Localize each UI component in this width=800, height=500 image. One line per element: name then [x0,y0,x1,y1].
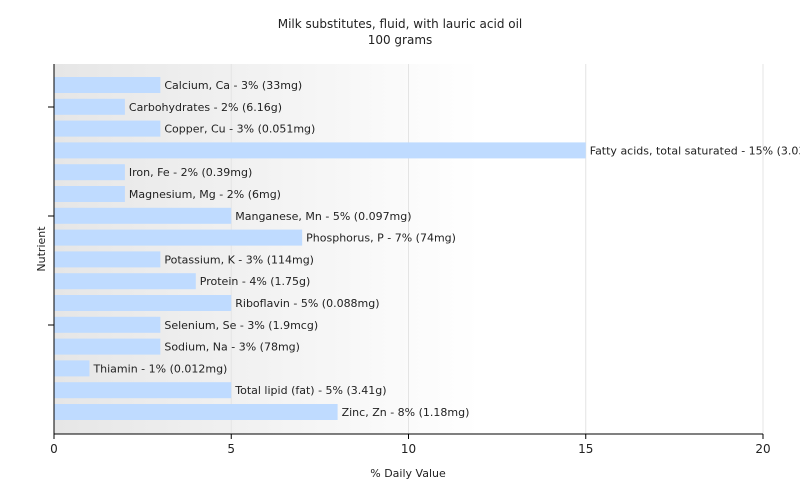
axes: 0 5 10 15 20 [48,64,771,456]
bar [54,98,125,115]
bar-label: Magnesium, Mg - 2% (6mg) [129,188,281,201]
bar-label: Riboflavin - 5% (0.088mg) [235,297,379,310]
y-axis-label: Nutrient [35,226,48,272]
bar [54,120,161,137]
bar-labels: Calcium, Ca - 3% (33mg) Carbohydrates - 2… [92,79,800,419]
x-axis-label: % Daily Value [370,467,446,480]
x-tick-label: 5 [227,442,235,456]
bar-label: Zinc, Zn - 8% (1.18mg) [342,406,470,419]
bar-label: Phosphorus, P - 7% (74mg) [306,232,456,245]
bar [54,142,586,159]
bar [54,229,303,246]
x-tick-label: 10 [401,442,416,456]
bar-label: Protein - 4% (1.75g) [200,275,311,288]
bar [54,207,232,224]
bar-label: Iron, Fe - 2% (0.39mg) [129,166,252,179]
bar-label: Thiamin - 1% (0.012mg) [92,362,227,375]
x-tick-label: 0 [50,442,58,456]
chart-subtitle: 100 grams [368,33,433,47]
x-tick-label: 20 [755,442,770,456]
bar-label: Fatty acids, total saturated - 15% (3.03… [590,144,800,157]
bar [54,316,161,333]
chart-title: Milk substitutes, fluid, with lauric aci… [278,17,523,31]
bar-label: Selenium, Se - 3% (1.9mcg) [164,319,318,332]
bar [54,338,161,355]
bar-label: Calcium, Ca - 3% (33mg) [164,79,302,92]
bar [54,404,338,420]
bar-label: Sodium, Na - 3% (78mg) [164,341,300,354]
bar [54,360,90,377]
bar-label: Manganese, Mn - 5% (0.097mg) [235,210,411,223]
bar [54,251,161,268]
bar [54,186,125,202]
gridlines [230,64,764,434]
bar [54,295,232,311]
bar [54,164,125,181]
bar [54,273,196,290]
bar [54,77,161,93]
bar-label: Potassium, K - 3% (114mg) [164,253,314,266]
bars [54,77,586,420]
bar-label: Copper, Cu - 3% (0.051mg) [164,123,315,136]
bar-label: Carbohydrates - 2% (6.16g) [129,101,282,114]
bar-label: Total lipid (fat) - 5% (3.41g) [234,384,386,397]
x-tick-label: 15 [578,442,593,456]
bar [54,382,232,399]
